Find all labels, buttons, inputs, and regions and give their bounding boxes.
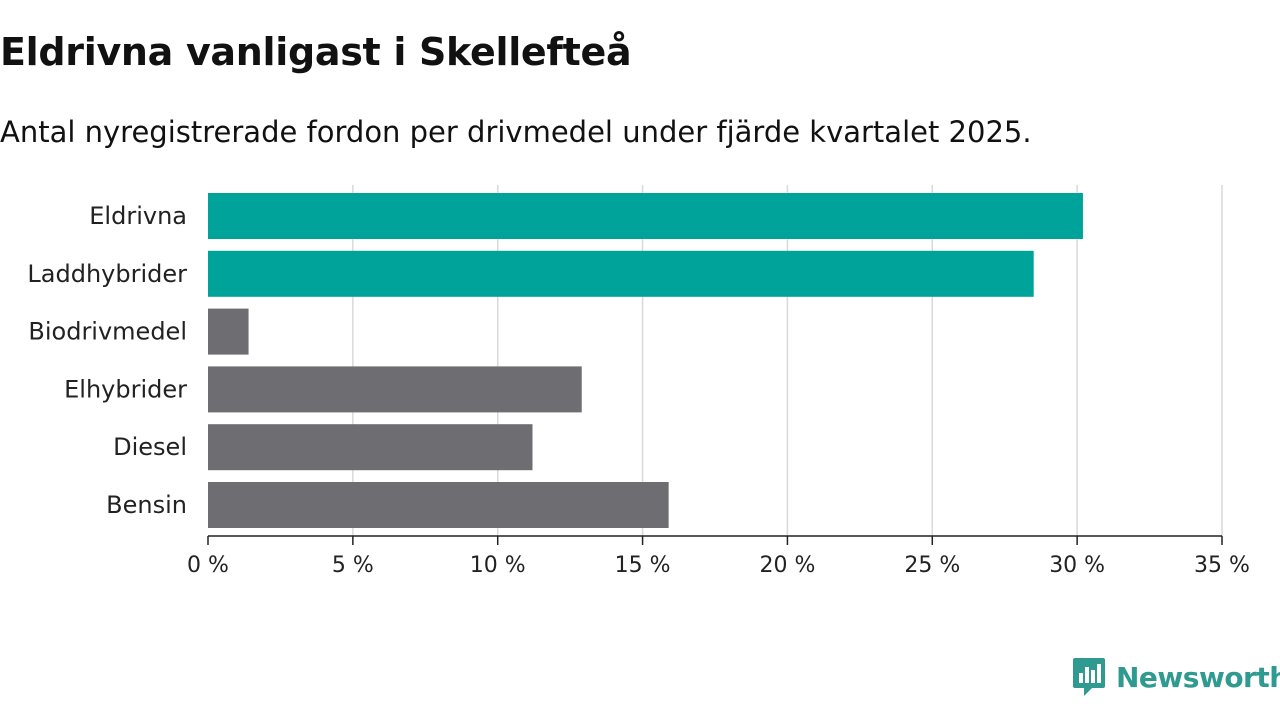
category-label-laddhybrider: Laddhybrider [27,260,187,288]
bar-diesel [208,424,533,471]
x-tick-label-15: 15 % [615,553,671,578]
chart-title: Eldrivna vanligast i Skellefteå [0,30,632,74]
bar-eldrivna [208,193,1083,239]
x-tick-label-30: 30 % [1049,553,1105,578]
category-labels: Eldrivna Laddhybrider Biodrivmedel Elhybrid… [27,202,187,519]
newsworthy-logo-icon [1073,658,1105,696]
x-tick-label-0: 0 % [187,553,229,578]
bar-elhybrider [208,366,582,413]
brand-name: Newsworthy [1116,660,1280,694]
category-label-biodrivmedel: Biodrivmedel [28,318,187,346]
bar-biodrivmedel [208,308,249,355]
category-label-bensin: Bensin [106,491,187,519]
x-tick-label-25: 25 % [904,553,960,578]
x-tick-label-20: 20 % [759,553,815,578]
newsworthy-logo: Newsworthy [1072,656,1280,698]
chart-subtitle: Antal nyregistrerade fordon per drivmede… [0,115,1032,149]
category-label-elhybrider: Elhybrider [64,375,187,403]
x-tick-label-10: 10 % [470,553,526,578]
bar-bensin [208,482,669,528]
x-tick-label-35: 35 % [1194,553,1250,578]
bars [208,193,1083,528]
x-tick-label-5: 5 % [332,553,374,578]
category-label-diesel: Diesel [113,433,187,461]
x-axis: 0 % 5 % 10 % 15 % 20 % 25 % 30 % 35 % [187,535,1250,578]
bar-laddhybrider [208,250,1034,297]
category-label-eldrivna: Eldrivna [89,202,187,230]
gridlines [352,185,1223,536]
